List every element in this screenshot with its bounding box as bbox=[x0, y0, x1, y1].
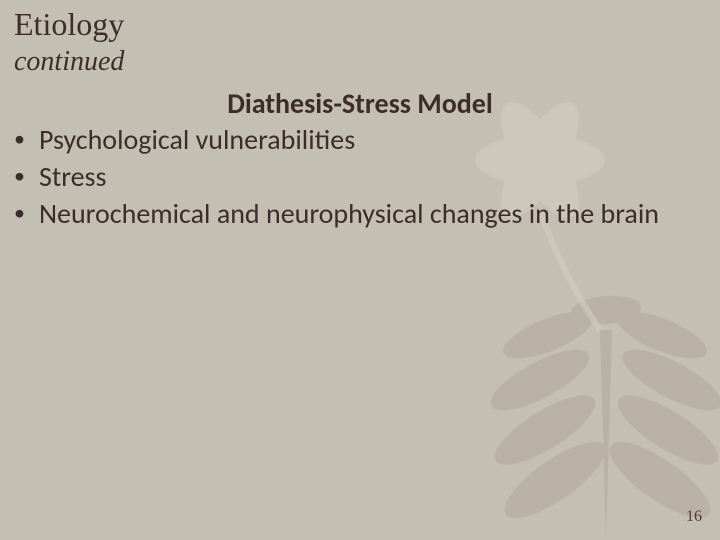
bullet-marker-icon: • bbox=[14, 159, 25, 194]
slide-subtitle: continued bbox=[14, 46, 124, 78]
list-item: • Neurochemical and neurophysical change… bbox=[14, 196, 690, 231]
bullet-marker-icon: • bbox=[14, 196, 25, 231]
bullet-marker-icon: • bbox=[14, 122, 25, 157]
bullet-text: Stress bbox=[39, 159, 690, 194]
bullet-text: Psychological vulnerabilities bbox=[39, 122, 690, 157]
slide: Etiology continued Diathesis-Stress Mode… bbox=[0, 0, 720, 540]
slide-title: Etiology bbox=[14, 6, 124, 43]
background-decoration bbox=[0, 0, 720, 540]
section-heading: Diathesis-Stress Model bbox=[0, 86, 720, 121]
list-item: • Stress bbox=[14, 159, 690, 194]
list-item: • Psychological vulnerabilities bbox=[14, 122, 690, 157]
bullet-text: Neurochemical and neurophysical changes … bbox=[39, 196, 690, 231]
page-number: 16 bbox=[686, 508, 702, 526]
bullet-list: • Psychological vulnerabilities • Stress… bbox=[14, 122, 690, 233]
